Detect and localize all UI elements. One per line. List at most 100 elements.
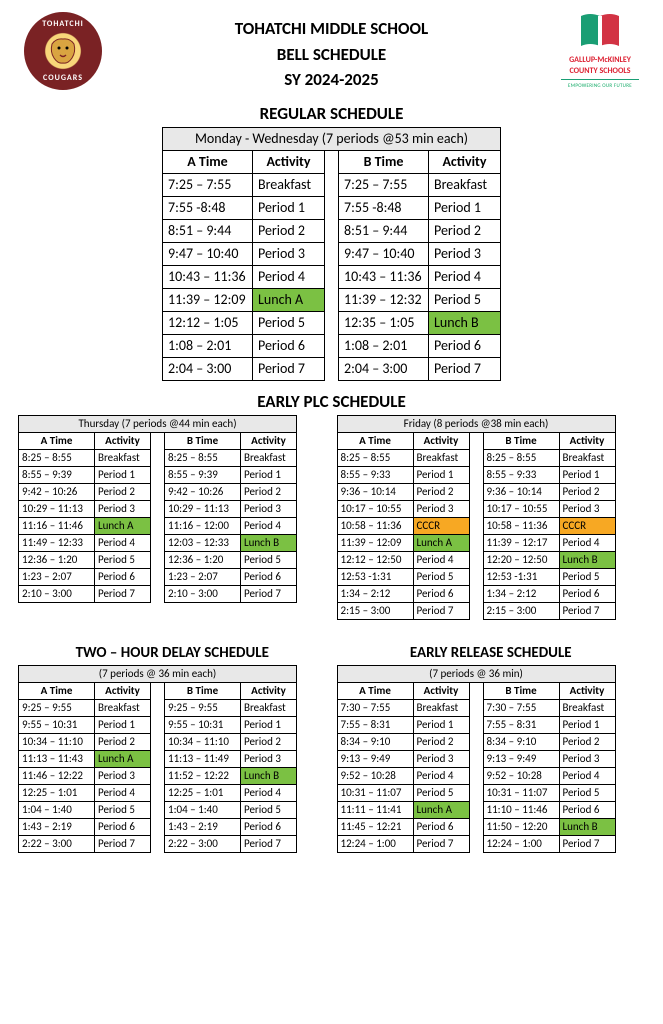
cell-b-time: 8:55 – 9:33 (483, 466, 559, 483)
cell-a-time: 2:15 – 3:00 (337, 602, 413, 619)
spacer (469, 568, 483, 585)
spacer (151, 767, 165, 784)
cell-a-time: 10:58 – 11:36 (337, 517, 413, 534)
cell-a-time: 12:25 – 1:01 (19, 784, 95, 801)
cell-a-activity: Period 5 (95, 801, 151, 818)
spacer (469, 466, 483, 483)
spacer (151, 517, 165, 534)
cougar-text-top: TOHATCHI (42, 19, 84, 29)
table-row: 12:25 – 1:01 Period 4 12:25 – 1:01 Perio… (19, 784, 297, 801)
cell-b-activity: Period 2 (241, 733, 297, 750)
col-b-time: B Time (483, 432, 559, 449)
cell-a-time: 11:39 – 12:09 (163, 288, 253, 311)
district-tagline: EMPOWERING OUR FUTURE (568, 83, 632, 89)
spacer (469, 733, 483, 750)
cell-a-activity: Period 2 (413, 483, 469, 500)
cell-b-activity: Lunch B (429, 311, 501, 334)
spacer (151, 801, 165, 818)
plc-title: EARLY PLC SCHEDULE (18, 391, 645, 412)
col-a-activity: Activity (413, 682, 469, 699)
spacer (151, 835, 165, 852)
spacer (325, 196, 339, 219)
cell-b-activity: Period 3 (241, 500, 297, 517)
cell-a-time: 9:47 – 10:40 (163, 242, 253, 265)
cell-b-time: 12:25 – 1:01 (165, 784, 241, 801)
spacer (151, 818, 165, 835)
cell-a-time: 10:29 – 11:13 (19, 500, 95, 517)
spacer (325, 265, 339, 288)
cell-b-time: 10:43 – 11:36 (339, 265, 429, 288)
cell-b-activity: Lunch B (559, 551, 615, 568)
cell-a-time: 1:43 – 2:19 (19, 818, 95, 835)
cell-b-time: 11:39 – 12:17 (483, 534, 559, 551)
cell-b-time: 8:25 – 8:55 (483, 449, 559, 466)
col-b-activity: Activity (559, 432, 615, 449)
cell-a-time: 2:04 – 3:00 (163, 357, 253, 380)
cell-a-activity: Period 5 (95, 551, 151, 568)
table-row: 11:49 – 12:33 Period 4 12:03 – 12:33 Lun… (19, 534, 297, 551)
table-row: 11:16 – 11:46 Lunch A 11:16 – 12:00 Peri… (19, 517, 297, 534)
cell-b-time: 1:08 – 2:01 (339, 334, 429, 357)
cell-b-activity: Lunch B (559, 818, 615, 835)
cell-a-activity: Lunch A (95, 750, 151, 767)
cell-a-activity: Period 4 (413, 551, 469, 568)
table-row: 12:12 – 12:50 Period 4 12:20 – 12:50 Lun… (337, 551, 615, 568)
title-line-1: TOHATCHI MIDDLE SCHOOL (108, 16, 555, 42)
table-row: 9:47 – 10:40 Period 3 9:47 – 10:40 Perio… (163, 242, 501, 265)
cell-b-time: 9:25 – 9:55 (165, 699, 241, 716)
district-name-1: GALLUP-McKINLEY (569, 56, 631, 65)
cell-b-activity: Period 4 (241, 784, 297, 801)
cell-a-activity: Period 6 (413, 585, 469, 602)
cell-a-time: 12:24 – 1:00 (337, 835, 413, 852)
cell-b-time: 10:58 – 11:36 (483, 517, 559, 534)
cell-a-time: 12:36 – 1:20 (19, 551, 95, 568)
cell-a-time: 9:55 – 10:31 (19, 716, 95, 733)
spacer (325, 334, 339, 357)
spacer (151, 483, 165, 500)
cell-b-activity: Period 7 (429, 357, 501, 380)
cell-b-activity: Period 2 (559, 483, 615, 500)
delay-title: TWO – HOUR DELAY SCHEDULE (18, 644, 327, 662)
cell-a-activity: Breakfast (95, 699, 151, 716)
cell-b-activity: Period 3 (241, 750, 297, 767)
cell-b-time: 9:36 – 10:14 (483, 483, 559, 500)
table-row: 2:10 – 3:00 Period 7 2:10 – 3:00 Period … (19, 585, 297, 602)
cell-b-activity: Breakfast (559, 449, 615, 466)
col-a-activity: Activity (95, 432, 151, 449)
table-row: 10:31 – 11:07 Period 5 10:31 – 11:07 Per… (337, 784, 615, 801)
cell-a-time: 8:55 – 9:39 (19, 466, 95, 483)
cell-b-activity: Period 5 (559, 568, 615, 585)
spacer (469, 500, 483, 517)
table-row: 9:55 – 10:31 Period 1 9:55 – 10:31 Perio… (19, 716, 297, 733)
cell-a-activity: Period 6 (253, 334, 325, 357)
cougar-icon (46, 34, 80, 68)
cell-a-time: 7:25 – 7:55 (163, 173, 253, 196)
cell-a-activity: Period 2 (253, 219, 325, 242)
cell-b-time: 1:43 – 2:19 (165, 818, 241, 835)
cell-b-time: 1:04 – 1:40 (165, 801, 241, 818)
cell-b-time: 12:35 – 1:05 (339, 311, 429, 334)
cell-a-activity: Period 3 (95, 767, 151, 784)
regular-title: REGULAR SCHEDULE (18, 103, 645, 124)
cell-a-activity: Period 7 (253, 357, 325, 380)
cell-a-time: 9:13 – 9:49 (337, 750, 413, 767)
cell-a-time: 9:25 – 9:55 (19, 699, 95, 716)
cell-b-time: 11:52 – 12:22 (165, 767, 241, 784)
spacer (469, 449, 483, 466)
cell-a-time: 12:12 – 1:05 (163, 311, 253, 334)
cell-b-time: 11:13 – 11:49 (165, 750, 241, 767)
cell-a-activity: Period 3 (95, 500, 151, 517)
table-row: 7:55 -8:48 Period 1 7:55 -8:48 Period 1 (163, 196, 501, 219)
cell-a-activity: Lunch A (253, 288, 325, 311)
cell-b-activity: Period 4 (559, 767, 615, 784)
table-row: 10:29 – 11:13 Period 3 10:29 – 11:13 Per… (19, 500, 297, 517)
cell-b-time: 1:34 – 2:12 (483, 585, 559, 602)
cell-a-time: 7:30 – 7:55 (337, 699, 413, 716)
cell-a-activity: Breakfast (413, 449, 469, 466)
cell-b-time: 11:50 – 12:20 (483, 818, 559, 835)
table-row: 12:12 – 1:05 Period 5 12:35 – 1:05 Lunch… (163, 311, 501, 334)
cell-b-time: 10:31 – 11:07 (483, 784, 559, 801)
table-caption: Monday - Wednesday (7 periods @53 min ea… (163, 127, 501, 150)
table-row: 2:15 – 3:00 Period 7 2:15 – 3:00 Period … (337, 602, 615, 619)
cell-b-activity: CCCR (559, 517, 615, 534)
